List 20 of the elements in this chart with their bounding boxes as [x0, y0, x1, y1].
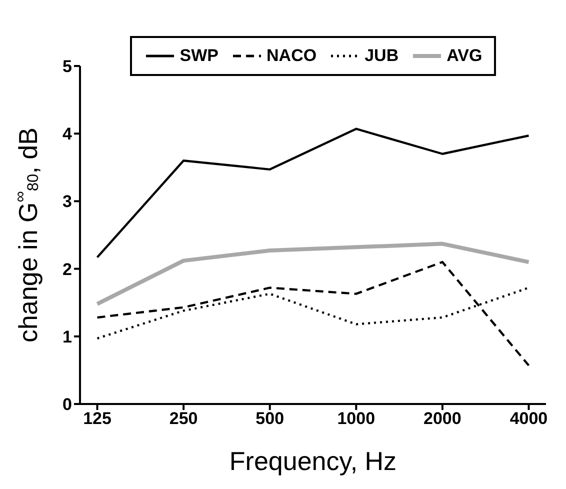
y-tick-label: 5: [62, 57, 72, 76]
y-tick-label: 3: [62, 192, 72, 212]
line-series: [96, 128, 530, 258]
legend-label: AVG: [446, 46, 482, 66]
line-series: [95, 242, 531, 306]
y-tick-label: 1: [62, 327, 72, 346]
x-tick-label: 125: [83, 409, 112, 428]
x-tick-label: 4000: [510, 409, 548, 428]
line-series: [96, 260, 530, 367]
legend-label: JUB: [364, 46, 399, 66]
y-tick-label: 4: [62, 124, 73, 144]
x-tick-label: 500: [256, 409, 284, 428]
x-tick-label: 250: [169, 409, 198, 428]
y-tick-label: 0: [62, 395, 72, 414]
legend-label: NACO: [266, 46, 317, 66]
x-axis-title: Frequency, Hz: [229, 446, 397, 476]
x-tick-label: 2000: [424, 409, 462, 428]
y-tick-label: 2: [62, 260, 72, 279]
legend-label: SWP: [180, 46, 219, 66]
x-tick-label: 1000: [337, 409, 376, 428]
